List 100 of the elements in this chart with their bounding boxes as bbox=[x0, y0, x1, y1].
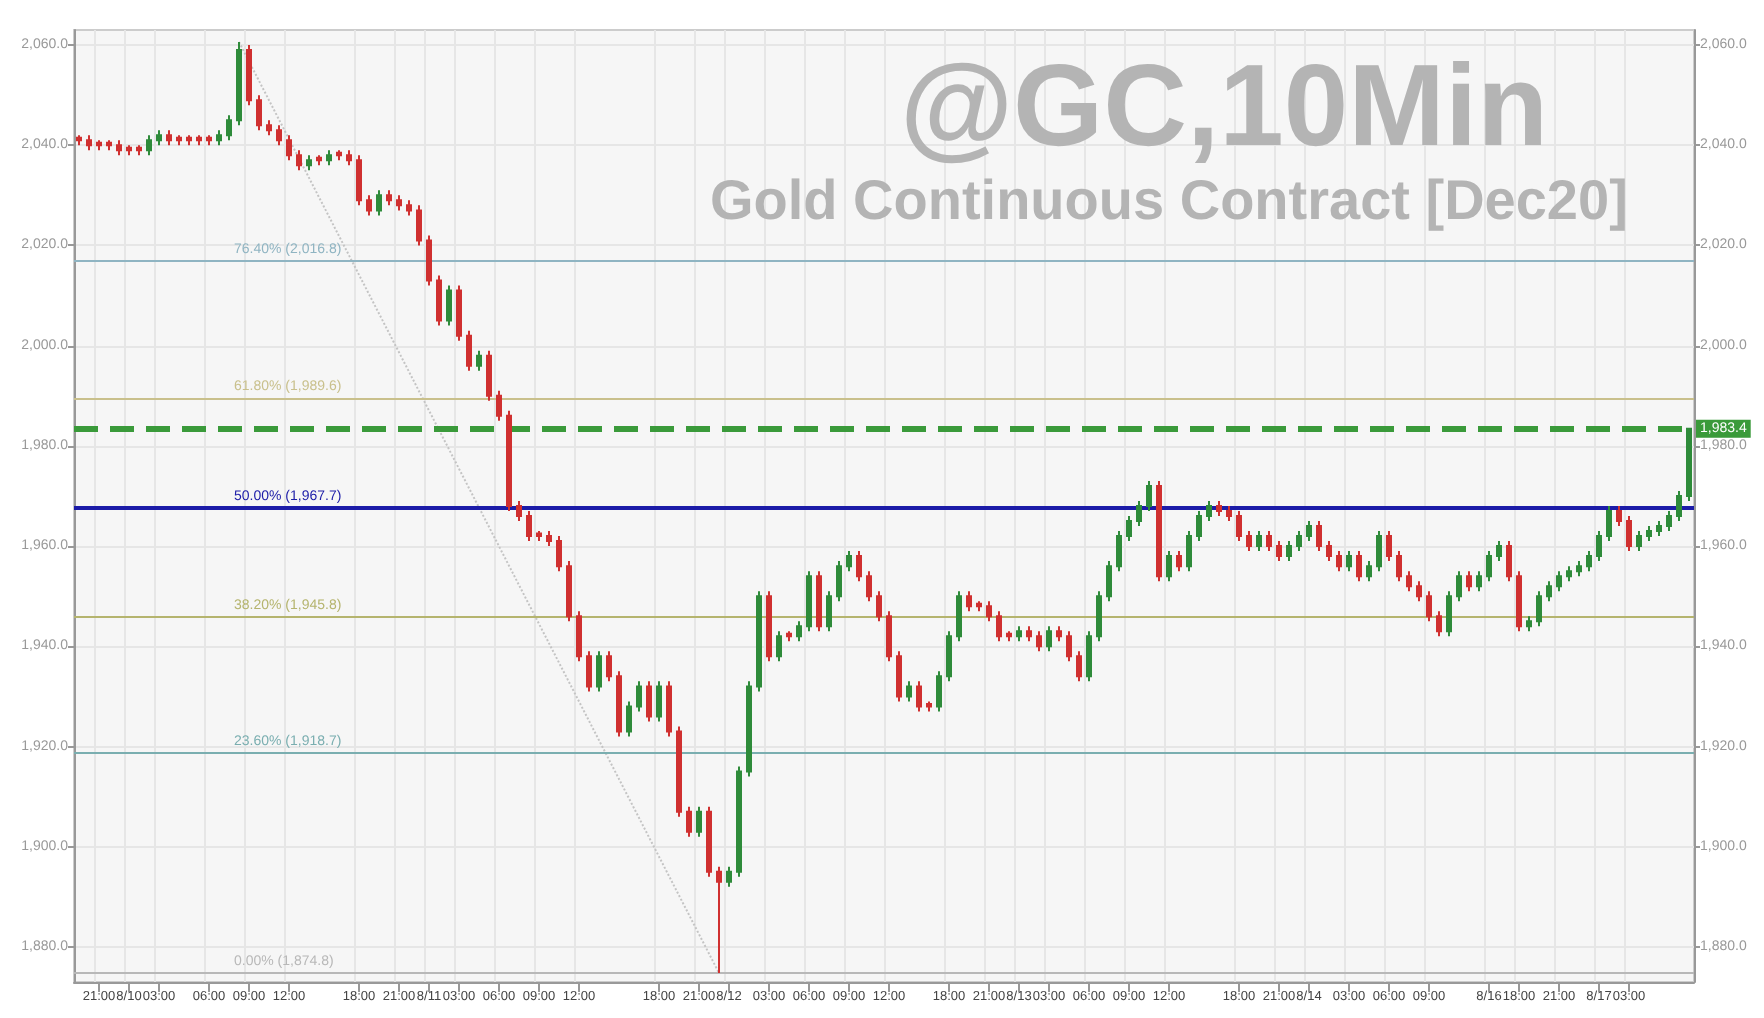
candlestick bbox=[796, 620, 802, 643]
candlestick bbox=[1476, 570, 1482, 593]
candlestick bbox=[1426, 590, 1432, 623]
candlestick bbox=[416, 204, 422, 247]
candlestick bbox=[306, 154, 312, 172]
candlestick bbox=[506, 409, 512, 513]
candlestick bbox=[496, 389, 502, 422]
candlestick bbox=[446, 284, 452, 327]
candlestick bbox=[1216, 499, 1222, 518]
candlestick bbox=[566, 560, 572, 623]
candlestick bbox=[1326, 540, 1332, 563]
candlestick bbox=[526, 510, 532, 543]
candlestick bbox=[1196, 510, 1202, 543]
candlestick bbox=[336, 149, 342, 162]
candlestick bbox=[466, 329, 472, 372]
candlestick bbox=[1306, 520, 1312, 543]
candlestick bbox=[196, 134, 202, 147]
candlestick bbox=[1316, 520, 1322, 553]
candlestick bbox=[816, 570, 822, 633]
candlestick bbox=[1686, 427, 1692, 502]
candlestick bbox=[516, 499, 522, 523]
candlestick bbox=[856, 550, 862, 583]
candlestick bbox=[1006, 630, 1012, 643]
candlestick bbox=[956, 590, 962, 643]
candlestick bbox=[1466, 570, 1472, 593]
candlestick bbox=[1406, 570, 1412, 593]
candlestick bbox=[1586, 550, 1592, 573]
candlestick bbox=[426, 234, 432, 287]
candlestick bbox=[1266, 530, 1272, 553]
candlestick bbox=[1066, 630, 1072, 663]
candlestick bbox=[1296, 530, 1302, 553]
candlestick bbox=[1076, 650, 1082, 683]
candlestick bbox=[846, 550, 852, 573]
candlestick bbox=[836, 560, 842, 603]
candlestick bbox=[1456, 570, 1462, 603]
candlestick bbox=[1526, 615, 1532, 633]
candlestick bbox=[916, 680, 922, 713]
candlestick bbox=[346, 149, 352, 167]
candlestick bbox=[546, 530, 552, 548]
candlestick bbox=[396, 194, 402, 212]
candlestick bbox=[1396, 550, 1402, 583]
candlestick bbox=[786, 630, 792, 643]
candlestick bbox=[666, 680, 672, 738]
candlestick bbox=[1656, 520, 1662, 538]
candlestick bbox=[1166, 550, 1172, 583]
candlestick bbox=[1336, 550, 1342, 573]
candlestick bbox=[216, 129, 222, 147]
candlestick bbox=[1116, 530, 1122, 573]
candlestick bbox=[936, 670, 942, 713]
candlestick bbox=[1046, 625, 1052, 653]
candlestick bbox=[1056, 625, 1062, 643]
candlestick bbox=[1096, 590, 1102, 643]
candlestick bbox=[1206, 499, 1212, 523]
candlestick bbox=[116, 139, 122, 157]
candlestick bbox=[996, 610, 1002, 643]
candlestick bbox=[736, 765, 742, 878]
candlestick bbox=[156, 129, 162, 147]
candlestick bbox=[1246, 530, 1252, 553]
candlestick bbox=[226, 114, 232, 142]
candlestick bbox=[1086, 630, 1092, 683]
candlestick bbox=[186, 134, 192, 147]
candlestick bbox=[1436, 610, 1442, 638]
candlestick bbox=[726, 865, 732, 888]
candlestick bbox=[266, 119, 272, 137]
candlestick bbox=[776, 630, 782, 663]
candlestick bbox=[1176, 550, 1182, 573]
candlestick bbox=[1016, 625, 1022, 643]
candlestick bbox=[1286, 540, 1292, 563]
candlestick bbox=[1546, 580, 1552, 603]
candlestick bbox=[356, 154, 362, 207]
candlestick bbox=[256, 94, 262, 132]
candlestick bbox=[1616, 505, 1622, 528]
candlestick bbox=[926, 700, 932, 713]
candlestick bbox=[176, 134, 182, 147]
candlestick bbox=[1606, 505, 1612, 543]
candlestick bbox=[1376, 530, 1382, 573]
candlestick bbox=[1226, 505, 1232, 523]
candlestick bbox=[876, 590, 882, 623]
candlestick bbox=[906, 680, 912, 703]
candlestick bbox=[1446, 590, 1452, 638]
candlestick bbox=[146, 134, 152, 157]
candlestick bbox=[946, 630, 952, 683]
candlestick bbox=[1356, 550, 1362, 583]
candlestick bbox=[1026, 625, 1032, 643]
candlestick bbox=[1136, 499, 1142, 528]
candlestick bbox=[866, 570, 872, 603]
candlestick bbox=[366, 194, 372, 217]
candlestick bbox=[766, 590, 772, 663]
candlestick bbox=[1156, 479, 1162, 583]
candlestick bbox=[1276, 540, 1282, 563]
candlestick bbox=[1536, 590, 1542, 628]
candlestick bbox=[626, 700, 632, 738]
candlestick bbox=[646, 680, 652, 723]
candlestick bbox=[136, 144, 142, 157]
candlestick bbox=[706, 805, 712, 878]
candlestick bbox=[676, 725, 682, 818]
candlestick bbox=[1676, 489, 1682, 523]
candlestick bbox=[1636, 530, 1642, 553]
candlestick bbox=[576, 610, 582, 663]
candlestick bbox=[476, 349, 482, 372]
